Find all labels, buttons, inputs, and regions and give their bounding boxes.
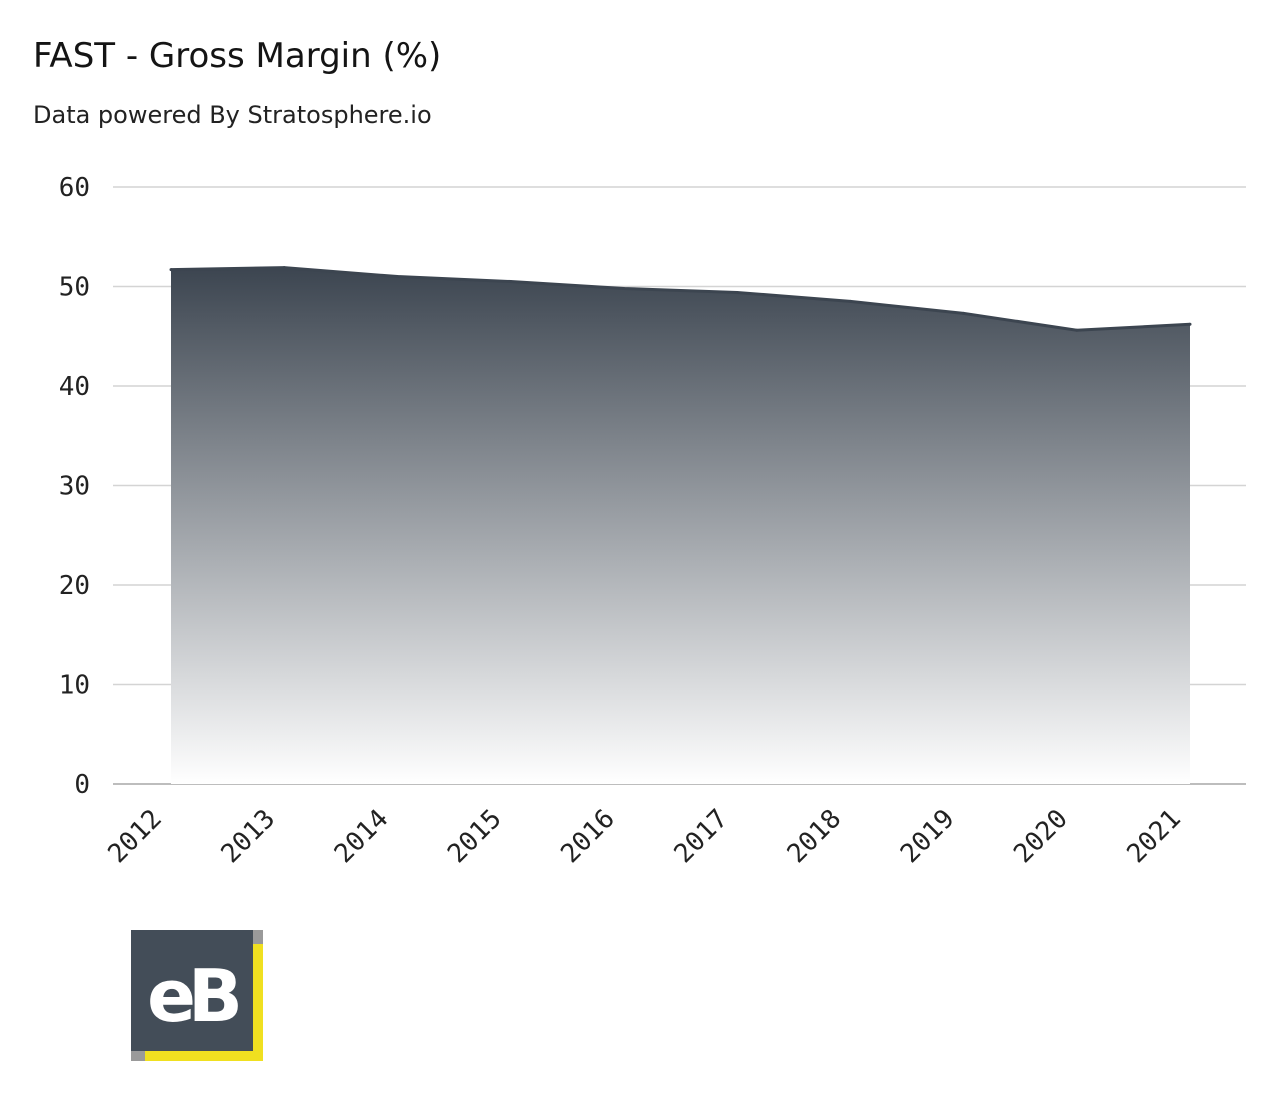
x-tick-label: 2020: [1008, 804, 1073, 869]
data-point: [282, 266, 286, 270]
data-point: [395, 275, 399, 279]
data-point: [962, 311, 966, 315]
y-tick-label: 10: [59, 671, 90, 701]
x-tick-label: 2016: [555, 804, 620, 869]
data-point: [169, 268, 173, 272]
x-tick-label: 2014: [329, 804, 394, 869]
data-point: [848, 299, 852, 303]
eb-logo: eB: [131, 930, 263, 1061]
area-fill: [171, 267, 1190, 785]
x-tick-label: 2019: [895, 804, 960, 869]
data-point: [509, 280, 513, 284]
data-point: [622, 286, 626, 290]
data-point: [735, 290, 739, 294]
data-point: [1075, 328, 1079, 332]
x-tick-label: 2015: [442, 804, 507, 869]
y-tick-label: 0: [74, 770, 90, 800]
x-axis: 2012 2013 2014 2015 2016 2017 2018 2019 2020 2021: [102, 804, 1186, 869]
y-tick-label: 60: [59, 173, 90, 203]
x-tick-label: 2017: [669, 804, 734, 869]
area-series: [169, 266, 1192, 785]
series-line: [170, 266, 1191, 332]
x-tick-label: 2013: [216, 804, 281, 869]
y-tick-label: 20: [59, 571, 90, 601]
logo-text: eB: [147, 954, 238, 1038]
x-tick-label: 2012: [102, 804, 167, 869]
y-axis: 0 10 20 30 40 50 60: [59, 173, 90, 800]
y-tick-label: 30: [59, 472, 90, 502]
x-tick-label: 2021: [1121, 804, 1186, 869]
x-tick-label: 2018: [782, 804, 847, 869]
chart-subtitle: Data powered By Stratosphere.io: [33, 101, 432, 129]
chart-title: FAST - Gross Margin (%): [33, 36, 442, 76]
data-point: [1188, 322, 1192, 326]
y-tick-label: 50: [59, 273, 90, 303]
y-tick-label: 40: [59, 372, 90, 402]
